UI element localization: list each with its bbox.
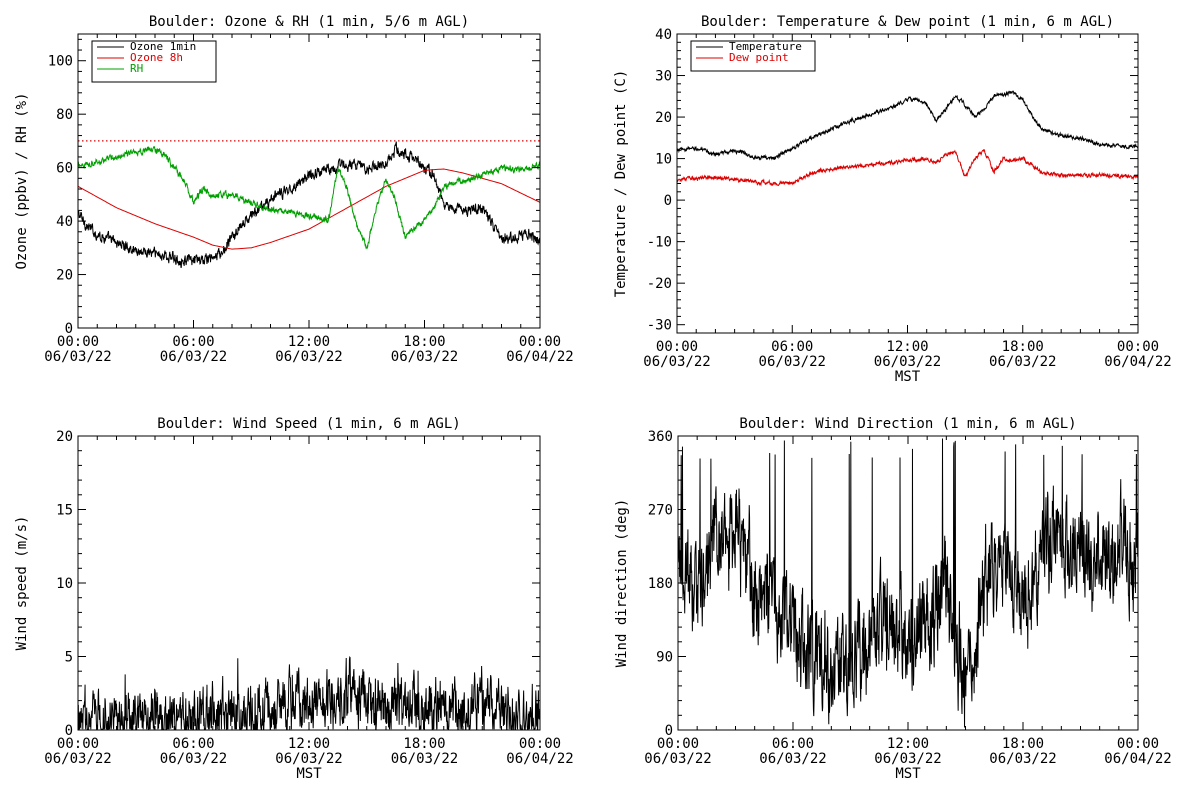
chart-title: Boulder: Ozone & RH (1 min, 5/6 m AGL): [149, 14, 469, 30]
legend-box: [690, 40, 816, 72]
x-tick-date-label: 06/03/22: [391, 751, 458, 767]
x-tick-time-label: 18:00: [403, 334, 445, 350]
ozone-rh-panel: Boulder: Ozone & RH (1 min, 5/6 m AGL) 0 2…: [14, 14, 574, 365]
y-tick-label: 20: [56, 429, 73, 445]
plot-frame: [676, 33, 1139, 334]
y-tick-label: 10: [655, 152, 672, 168]
x-tick-date-label: 06/03/22: [874, 751, 941, 767]
x-tick-date-label: 06/03/22: [643, 354, 710, 370]
x-tick-date-label: 06/03/22: [644, 751, 711, 767]
chart-title: Boulder: Wind Speed (1 min, 6 m AGL): [157, 416, 460, 432]
y-tick-label: 30: [655, 69, 672, 85]
y-tick-label: 270: [648, 503, 673, 519]
x-tick-date-label: 06/04/22: [1104, 354, 1171, 370]
x-tick-time-label: 18:00: [1002, 339, 1044, 355]
legend-entry: RH: [130, 62, 143, 75]
y-tick-label: 360: [648, 429, 673, 445]
series-rh-line: [78, 146, 540, 250]
x-tick-time-label: 00:00: [656, 339, 698, 355]
series-ozone-1min-line: [78, 141, 540, 268]
x-axis-label: MST: [296, 766, 322, 782]
legend-box: [91, 40, 217, 83]
x-tick-time-label: 00:00: [1117, 736, 1159, 752]
wind-speed-panel: Boulder: Wind Speed (1 min, 6 m AGL) 0 5 10…: [14, 416, 574, 782]
legend-entry: Ozone 8h: [130, 51, 183, 64]
x-tick-time-label: 00:00: [519, 736, 561, 752]
plot-frame: [77, 435, 541, 731]
x-tick-time-label: 00:00: [519, 334, 561, 350]
y-tick-label: 0: [65, 723, 73, 739]
x-tick-date-label: 06/03/22: [44, 349, 111, 365]
chart-title: Boulder: Wind Direction (1 min, 6 m AGL): [739, 416, 1076, 432]
x-tick-date-label: 06/03/22: [989, 751, 1056, 767]
x-tick-date-label: 06/03/22: [275, 349, 342, 365]
x-tick-time-label: 12:00: [288, 736, 330, 752]
x-tick-date-label: 06/04/22: [506, 349, 573, 365]
x-tick-time-label: 00:00: [57, 334, 99, 350]
chart-title: Boulder: Temperature & Dew point (1 min,…: [701, 14, 1114, 30]
y-tick-label: 40: [655, 27, 672, 43]
y-tick-label: 100: [48, 54, 73, 70]
x-tick-time-label: 06:00: [172, 736, 214, 752]
x-tick-date-label: 06/04/22: [506, 751, 573, 767]
y-axis-label: Wind speed (m/s): [14, 516, 30, 651]
x-tick-date-label: 06/04/22: [1104, 751, 1171, 767]
x-tick-time-label: 06:00: [172, 334, 214, 350]
x-tick-date-label: 06/03/22: [759, 354, 826, 370]
x-axis-label: MST: [895, 766, 921, 782]
x-tick-date-label: 06/03/22: [44, 751, 111, 767]
y-tick-label: 20: [56, 268, 73, 284]
x-tick-date-label: 06/03/22: [275, 751, 342, 767]
y-tick-label: 15: [56, 503, 73, 519]
y-axis-label: Temperature / Dew point (C): [613, 70, 629, 298]
series-wdir-line: [678, 438, 1138, 728]
x-axis-label: MST: [895, 369, 921, 385]
legend-entry: Temperature: [729, 40, 802, 53]
series-wspd-line: [78, 655, 540, 730]
x-tick-date-label: 06/03/22: [989, 354, 1056, 370]
legend-entry: Ozone 1min: [130, 40, 196, 53]
x-tick-date-label: 06/03/22: [874, 354, 941, 370]
y-tick-label: 90: [656, 650, 673, 666]
y-axis-label: Wind direction (deg): [614, 499, 630, 668]
series-ozone-8h-line: [78, 168, 540, 250]
x-tick-time-label: 12:00: [887, 736, 929, 752]
x-tick-date-label: 06/03/22: [391, 349, 458, 365]
x-tick-date-label: 06/03/22: [759, 751, 826, 767]
wind-direction-panel: Boulder: Wind Direction (1 min, 6 m AGL)…: [614, 416, 1172, 782]
y-tick-label: -30: [647, 318, 672, 334]
y-tick-label: 20: [655, 110, 672, 126]
y-axis-label: Ozone (ppbv) / RH (%): [14, 92, 30, 269]
x-tick-time-label: 12:00: [886, 339, 928, 355]
x-tick-time-label: 06:00: [771, 339, 813, 355]
legend-entry: Dew point: [729, 51, 789, 64]
series-dew-point-line: [677, 148, 1138, 187]
x-tick-time-label: 18:00: [403, 736, 445, 752]
y-tick-label: 0: [664, 193, 672, 209]
series-temperature-line: [677, 90, 1138, 161]
x-tick-time-label: 12:00: [288, 334, 330, 350]
x-tick-time-label: 06:00: [772, 736, 814, 752]
y-tick-label: 80: [56, 107, 73, 123]
x-tick-date-label: 06/03/22: [160, 349, 227, 365]
y-tick-label: -20: [647, 276, 672, 292]
y-tick-label: 40: [56, 214, 73, 230]
temperature-dewpoint-panel: Boulder: Temperature & Dew point (1 min,…: [613, 14, 1172, 385]
x-tick-time-label: 00:00: [657, 736, 699, 752]
x-tick-time-label: 00:00: [57, 736, 99, 752]
y-tick-label: 0: [65, 321, 73, 337]
y-tick-label: 60: [56, 161, 73, 177]
x-tick-time-label: 00:00: [1117, 339, 1159, 355]
x-tick-time-label: 18:00: [1002, 736, 1044, 752]
y-tick-label: 180: [648, 576, 673, 592]
y-tick-label: 5: [65, 650, 73, 666]
x-tick-date-label: 06/03/22: [160, 751, 227, 767]
y-tick-label: 0: [665, 723, 673, 739]
y-tick-label: -10: [647, 235, 672, 251]
y-tick-label: 10: [56, 576, 73, 592]
